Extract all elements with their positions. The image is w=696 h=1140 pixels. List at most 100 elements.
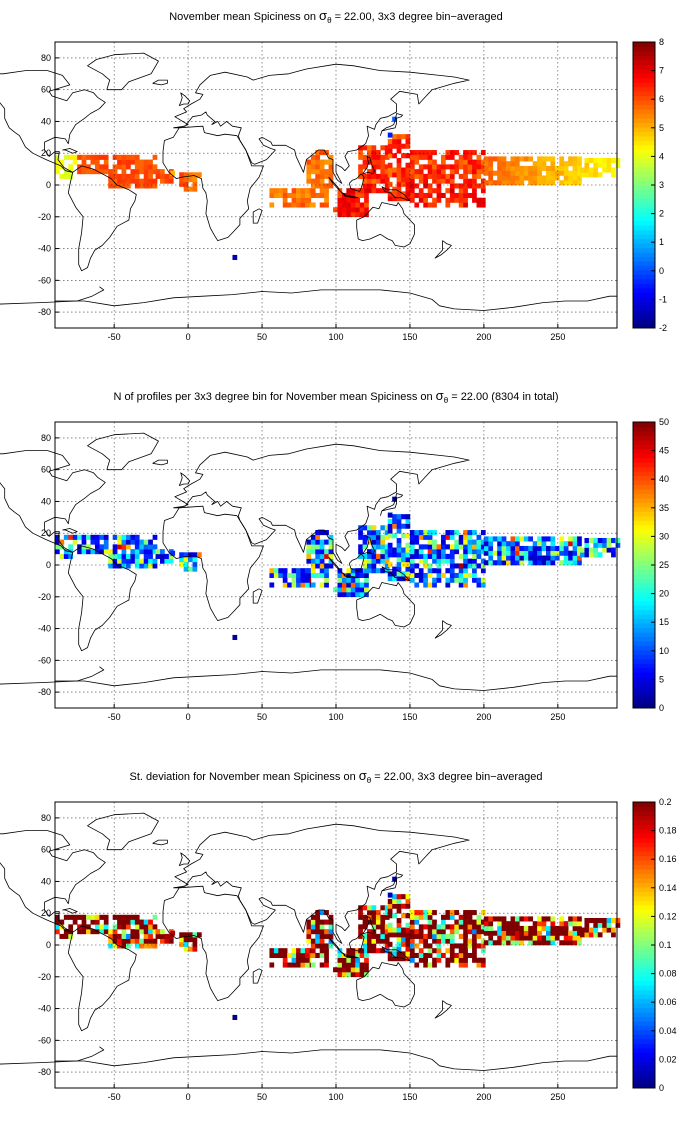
bin-cell — [488, 165, 494, 171]
bin-cell — [134, 929, 140, 935]
colorbar-swatch — [633, 1065, 655, 1071]
colorbar-swatch — [633, 855, 655, 861]
bin-cell — [315, 933, 321, 939]
bin-cell — [94, 534, 100, 540]
colorbar-tick-label: 25 — [659, 560, 669, 570]
bin-cell — [192, 941, 198, 947]
bin-cell — [364, 572, 369, 579]
bin-cell — [112, 173, 118, 179]
bin-cell — [108, 173, 113, 179]
bin-cell — [559, 930, 565, 936]
bin-cell — [414, 549, 420, 555]
bin-cell — [337, 202, 343, 208]
bin-cell — [364, 967, 369, 973]
bin-cell — [333, 967, 338, 973]
bin-cell — [488, 545, 494, 551]
bin-cell — [282, 948, 288, 954]
colorbar-swatch — [633, 582, 655, 588]
bin-cell — [454, 530, 460, 536]
bin-cell — [537, 916, 542, 922]
bin-cell — [117, 539, 122, 545]
bin-cell — [63, 534, 69, 540]
bin-cell — [514, 536, 520, 542]
x-tick-label: 150 — [402, 332, 417, 342]
bin-cell — [501, 165, 507, 171]
colorbar-swatch — [633, 1074, 655, 1080]
bin-cell — [441, 164, 446, 170]
bin-cell — [436, 568, 442, 574]
bin-cell — [90, 539, 96, 545]
bin-cell — [179, 557, 184, 563]
bin-cell — [188, 946, 193, 952]
bin-cell — [541, 560, 547, 566]
bin-cell — [441, 919, 446, 925]
bin-cell — [287, 582, 292, 588]
bin-cell — [77, 534, 82, 540]
bin-cell — [68, 924, 74, 930]
bin-cell — [523, 545, 529, 551]
bin-cell — [121, 173, 127, 179]
colorbar-swatch — [633, 614, 655, 620]
coastline — [67, 165, 137, 272]
bin-cell — [423, 192, 428, 199]
bin-cell — [532, 935, 538, 941]
bin-cell — [501, 541, 507, 547]
bin-cell — [441, 933, 446, 939]
bin-cell — [463, 943, 468, 949]
bin-cell — [405, 927, 411, 933]
y-tick-label: 20 — [41, 908, 51, 918]
bin-cell — [593, 547, 599, 553]
bin-cell — [532, 550, 538, 556]
x-tick-label: 150 — [402, 1092, 417, 1102]
bin-cell — [467, 150, 473, 156]
bin-cell — [134, 924, 140, 930]
bin-cell — [449, 943, 455, 949]
y-tick-label: 0 — [46, 180, 51, 190]
bin-cell — [380, 938, 386, 944]
map-title-text: St. deviation for November mean Spicines… — [129, 771, 358, 783]
bin-cell — [117, 178, 122, 184]
bin-cell — [568, 175, 573, 181]
y-tick-label: -80 — [38, 1067, 51, 1077]
bin-cell — [497, 536, 502, 542]
bin-cell — [611, 932, 616, 938]
bin-cell — [588, 157, 594, 164]
bin-cell — [423, 150, 428, 156]
bin-cell — [362, 544, 368, 550]
bin-cell — [384, 544, 390, 550]
bin-cell — [337, 572, 343, 579]
bin-cell — [427, 150, 433, 156]
bin-cell — [359, 587, 365, 593]
bin-cell — [449, 549, 455, 555]
coastline — [380, 873, 403, 896]
bin-cell — [492, 916, 498, 922]
bin-cell — [287, 572, 292, 579]
bin-cell — [405, 894, 411, 900]
bin-cell — [510, 536, 516, 542]
bin-cell — [532, 560, 538, 566]
colorbar-swatch — [633, 828, 655, 834]
bin-cell — [112, 938, 118, 944]
y-tick-label: 20 — [41, 148, 51, 158]
colorbar-swatch — [633, 632, 655, 637]
bin-cell — [427, 159, 433, 165]
bin-cell — [463, 183, 468, 189]
bin-cell — [160, 173, 165, 179]
bin-cell — [501, 545, 507, 551]
bin-cell — [55, 544, 60, 550]
bin-cell — [593, 542, 599, 548]
bin-cell — [546, 175, 551, 181]
colorbar-swatch — [633, 301, 655, 307]
coastline — [162, 125, 264, 241]
bin-cell — [125, 563, 131, 569]
bin-cell — [432, 577, 437, 583]
bin-cell — [436, 933, 442, 939]
bin-cell — [130, 929, 136, 935]
bin-cell — [134, 919, 140, 925]
bin-cell — [467, 192, 473, 199]
bin-cell — [364, 587, 369, 593]
bin-cell — [192, 932, 198, 938]
colorbar-swatch — [633, 551, 655, 557]
bin-cell — [296, 192, 301, 199]
bin-cell — [324, 919, 329, 925]
